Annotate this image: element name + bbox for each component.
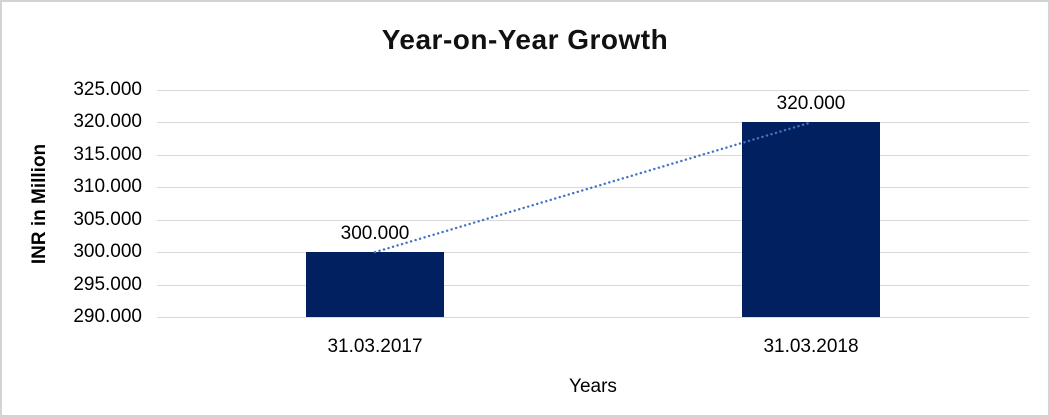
plot-area: 300.000 320.000 (157, 90, 1029, 318)
x-axis-title: Years (569, 376, 617, 397)
gridline (157, 317, 1029, 318)
trendline (373, 121, 813, 254)
gridline (157, 219, 1029, 221)
bar-data-label: 300.000 (340, 223, 410, 245)
y-tick-label: 325.000 (73, 79, 142, 100)
y-tick-label: 320.000 (73, 111, 142, 133)
y-tick-label: 295.000 (73, 273, 142, 295)
gridline (157, 284, 1029, 286)
y-tick-label: 315.000 (73, 143, 142, 165)
y-tick-label: 290.000 (73, 306, 142, 327)
chart-title: Year-on-Year Growth (381, 24, 669, 55)
x-tick-label: 31.03.2018 (763, 336, 859, 357)
y-tick-label: 310.000 (73, 176, 142, 198)
bar-data-label: 320.000 (776, 93, 846, 115)
bar (306, 252, 444, 317)
y-tick-label: 300.000 (73, 241, 142, 263)
bar (742, 122, 880, 317)
gridline (157, 154, 1029, 156)
gridline (157, 252, 1029, 254)
x-tick-label: 31.03.2017 (327, 336, 423, 357)
y-tick-label: 305.000 (73, 208, 142, 230)
gridline (157, 90, 1029, 91)
gridline (157, 187, 1029, 189)
gridline (157, 122, 1029, 124)
